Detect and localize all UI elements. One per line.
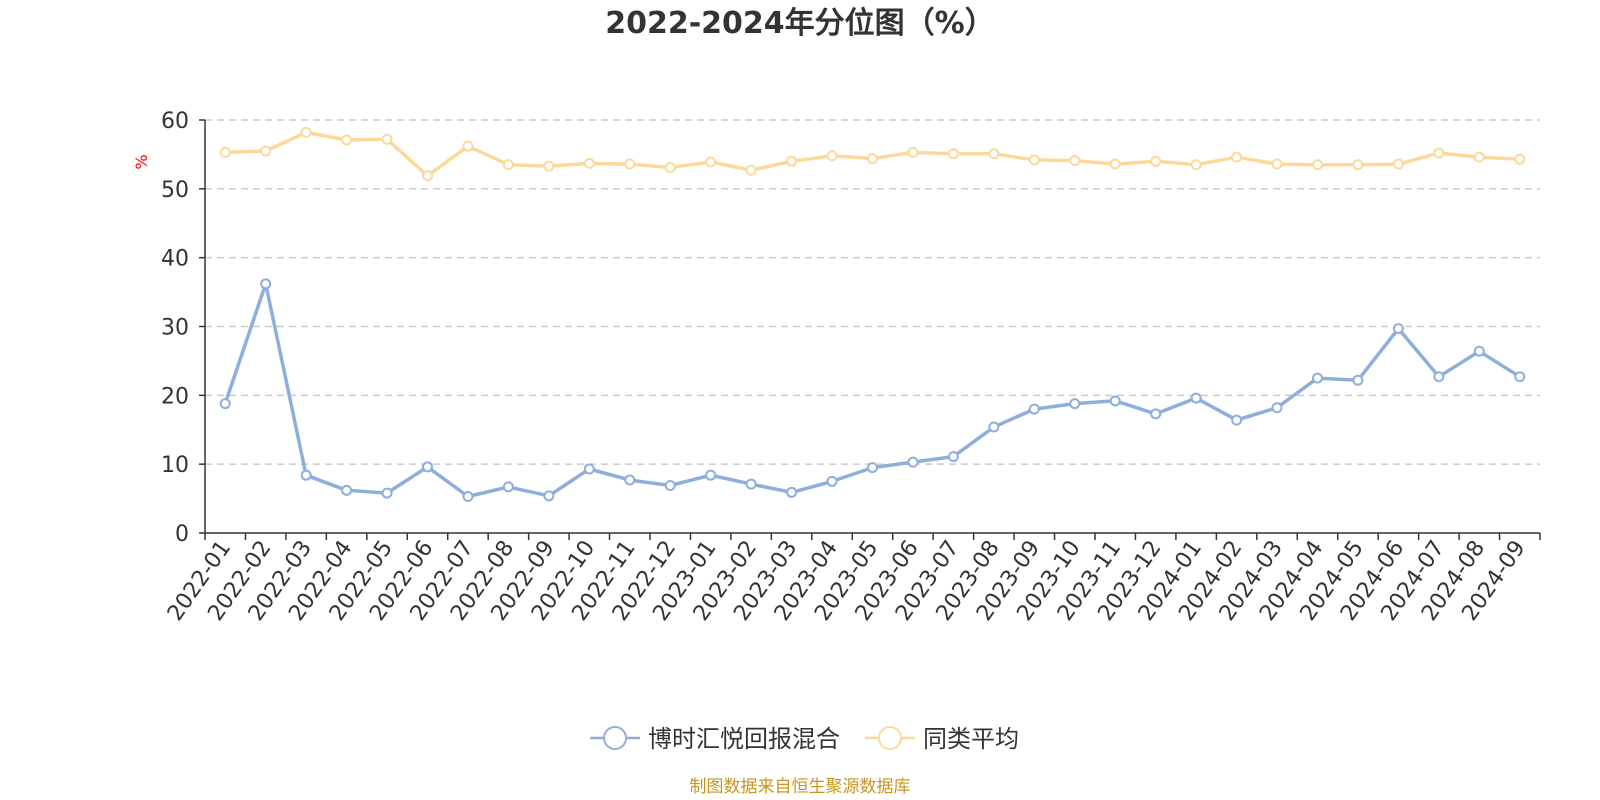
data-point (1109, 395, 1121, 407)
data-point (1433, 147, 1445, 159)
data-point (1190, 392, 1202, 404)
data-point (826, 475, 838, 487)
data-point (786, 155, 798, 167)
data-point (462, 491, 474, 503)
data-point (583, 463, 595, 475)
y-tick-label: 40 (161, 247, 189, 272)
data-point (1271, 402, 1283, 414)
data-point (1150, 408, 1162, 420)
data-point (907, 146, 919, 158)
data-point (1352, 374, 1364, 386)
data-point (947, 451, 959, 463)
y-axis-unit-label: % (132, 154, 151, 169)
legend-label: 博时汇悦回报混合 (648, 725, 840, 753)
data-point (664, 480, 676, 492)
data-point (947, 148, 959, 160)
data-point (705, 156, 717, 168)
y-tick-labels: 0 10 20 30 40 50 60 (161, 109, 189, 547)
data-point (219, 398, 231, 410)
data-point (502, 481, 514, 493)
data-point (1028, 154, 1040, 166)
data-point (1028, 403, 1040, 415)
data-point (381, 487, 393, 499)
data-point (381, 133, 393, 145)
data-point (1069, 155, 1081, 167)
data-point (1312, 159, 1323, 171)
y-tick-label: 50 (161, 178, 189, 203)
data-point (705, 469, 717, 481)
data-point (826, 150, 838, 162)
series-group (219, 126, 1526, 503)
data-point (664, 161, 676, 173)
data-point (543, 160, 555, 172)
data-point (1150, 155, 1162, 167)
legend-item-2[interactable]: 同类平均 (865, 725, 1019, 753)
data-point (1069, 398, 1081, 410)
series-2 (219, 126, 1526, 182)
data-point (543, 490, 555, 502)
data-point (422, 170, 433, 182)
data-point (1271, 158, 1283, 170)
data-point (1231, 414, 1243, 426)
data-point (1109, 158, 1121, 170)
series-1 (219, 278, 1526, 503)
legend-marker (878, 726, 902, 750)
data-point (1190, 159, 1202, 171)
legend[interactable]: 博时汇悦回报混合 同类平均 (590, 725, 1019, 753)
data-point (219, 146, 231, 158)
source-note: 制图数据来自恒生聚源数据库 (690, 777, 911, 797)
data-point (1514, 153, 1526, 165)
data-point (1312, 372, 1323, 384)
data-point (786, 486, 798, 498)
y-tick-label: 60 (161, 109, 189, 134)
data-point (341, 134, 353, 146)
data-point (502, 159, 514, 171)
y-tick-label: 10 (161, 453, 189, 478)
data-point (1433, 371, 1445, 383)
data-point (745, 478, 757, 490)
x-tick-labels: 2022-012022-022022-032022-042022-052022-… (163, 536, 1531, 626)
data-point (1473, 151, 1485, 163)
data-point (260, 278, 272, 290)
data-point (867, 462, 878, 474)
data-point (1231, 151, 1243, 163)
data-point (1392, 323, 1404, 335)
data-point (341, 484, 353, 496)
data-point (422, 461, 433, 473)
data-point (1352, 159, 1364, 171)
data-point (1514, 371, 1526, 383)
data-point (624, 474, 636, 486)
data-point (624, 158, 636, 170)
data-point (867, 153, 878, 165)
data-point (988, 148, 1000, 160)
data-point (462, 140, 474, 152)
y-tick-label: 30 (161, 316, 189, 341)
legend-label: 同类平均 (923, 725, 1019, 753)
data-point (300, 126, 312, 138)
legend-item-1[interactable]: 博时汇悦回报混合 (590, 725, 840, 753)
grid-lines (205, 119, 1540, 465)
data-point (260, 145, 272, 157)
data-point (300, 469, 312, 481)
y-tick-label: 20 (161, 384, 189, 409)
data-point (745, 164, 757, 176)
data-point (1392, 158, 1404, 170)
axes (199, 119, 1541, 540)
data-point (988, 421, 1000, 433)
data-point (1473, 345, 1485, 357)
y-tick-label: 0 (175, 522, 189, 547)
data-point (907, 456, 919, 468)
data-point (583, 157, 595, 169)
legend-marker (603, 726, 627, 750)
chart-title: 2022-2024年分位图（%） (605, 6, 995, 41)
